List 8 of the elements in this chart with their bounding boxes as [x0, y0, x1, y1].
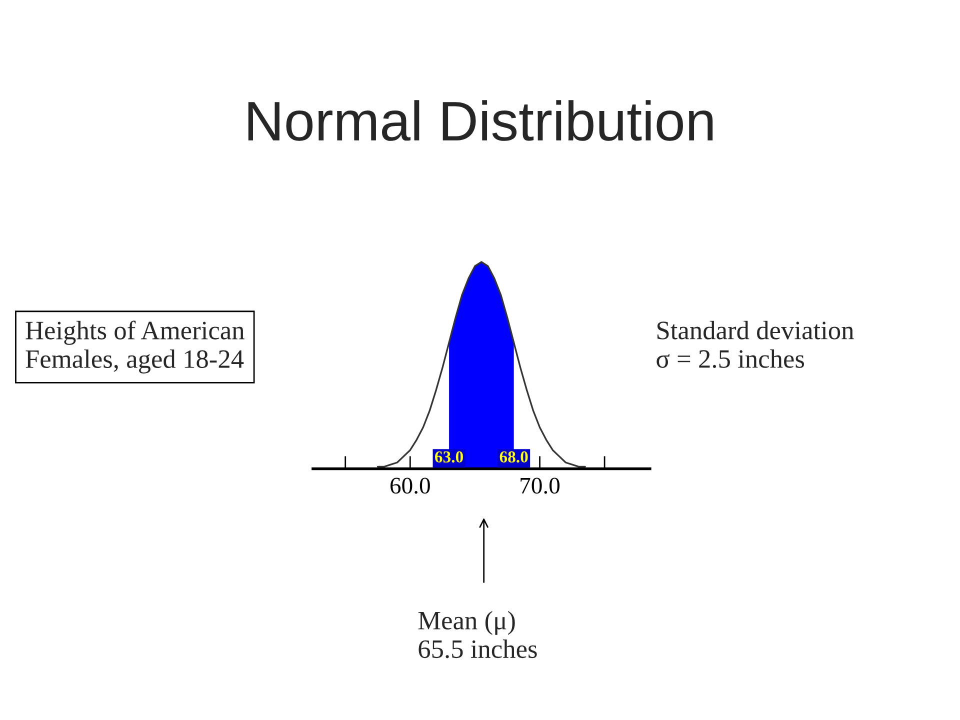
annotation: 63.0: [435, 451, 463, 463]
x-tick-label: 70.0: [520, 478, 560, 494]
annotation: 68.0: [500, 451, 528, 463]
text: Heights of American Females, aged 18-24: [26, 320, 244, 374]
text: Mean (μ) 65.5 inches: [418, 610, 537, 658]
text: Standard deviation σ = 2.5 inches: [656, 320, 854, 368]
chart-title: Normal Distribution: [248, 100, 713, 141]
x-tick-label: 60.0: [390, 478, 430, 494]
